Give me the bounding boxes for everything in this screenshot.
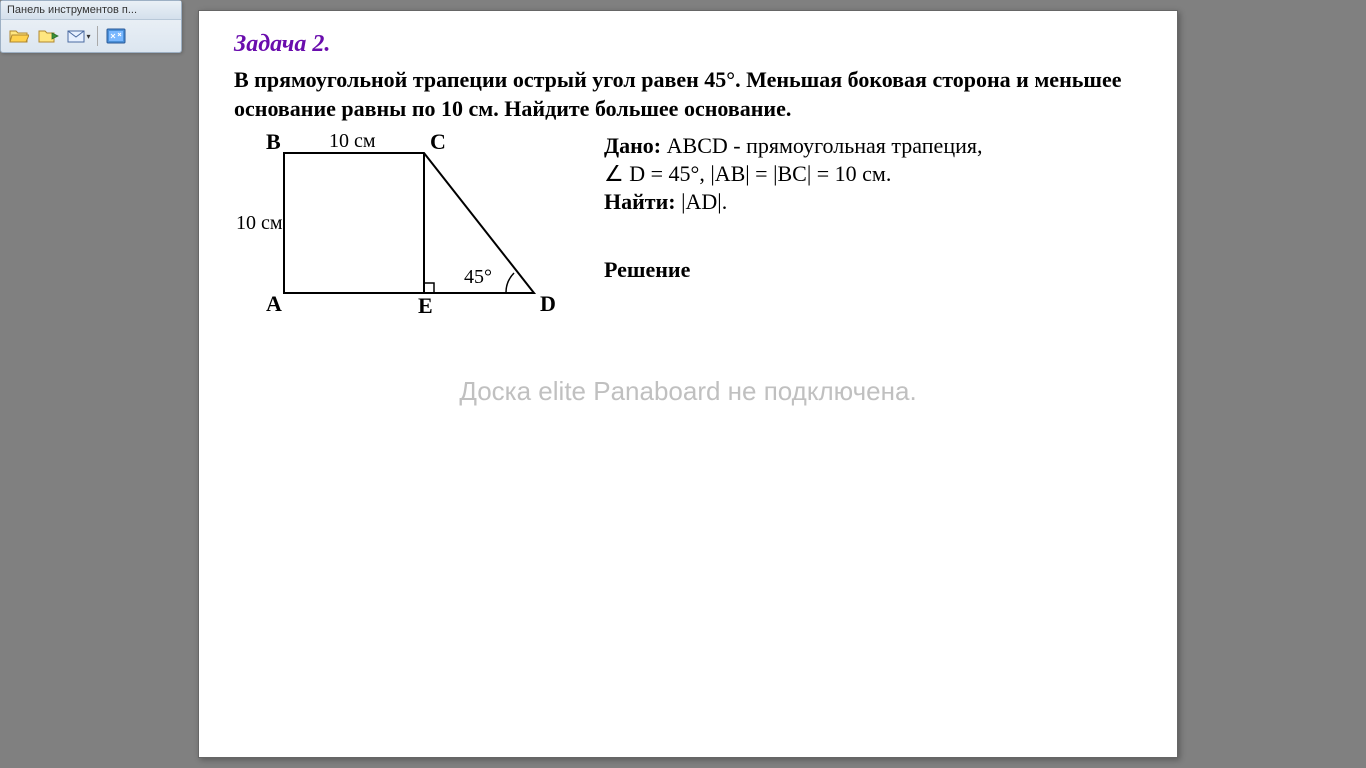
svg-text:C: C (430, 133, 446, 154)
trapezoid-diagram: A B C D E 10 см 10 см 45° (234, 133, 574, 333)
page-content: Задача 2. В прямоугольной трапеции остры… (199, 11, 1177, 757)
svg-text:A: A (266, 291, 282, 316)
problem-title: Задача 2. (234, 31, 1142, 58)
screen-button[interactable] (102, 24, 130, 48)
forward-folder-button[interactable] (35, 24, 63, 48)
given-line-2: ∠ D = 45°, |AB| = |BC| = 10 см. (604, 161, 1142, 187)
chevron-down-icon: ▾ (86, 32, 90, 41)
open-folder-button[interactable] (5, 24, 33, 48)
toolbar-buttons: ▾ (1, 20, 181, 52)
svg-text:E: E (418, 293, 433, 318)
given-find-column: Дано: ABCD - прямоугольная трапеция, ∠ D… (604, 133, 1142, 338)
find-label: Найти: (604, 189, 676, 214)
document-page: Задача 2. В прямоугольной трапеции остры… (198, 10, 1178, 758)
svg-text:10 см: 10 см (236, 212, 283, 234)
svg-text:10 см: 10 см (329, 133, 376, 152)
toolbar-panel: Панель инструментов п... ▾ (0, 0, 182, 53)
svg-text:D: D (540, 291, 556, 316)
svg-text:B: B (266, 133, 281, 154)
diagram-column: A B C D E 10 см 10 см 45° (234, 133, 574, 338)
solution-label: Решение (604, 257, 690, 283)
watermark-text: Доска elite Panaboard не подключена. (199, 376, 1177, 407)
find-value: |AD|. (676, 189, 728, 214)
problem-statement: В прямоугольной трапеции острый угол рав… (234, 66, 1142, 123)
mail-dropdown-button[interactable]: ▾ (65, 24, 93, 48)
find-line: Найти: |AD|. (604, 189, 1142, 215)
toolbar-title: Панель инструментов п... (1, 1, 181, 20)
given-text-1: ABCD - прямоугольная трапеция, (661, 133, 982, 158)
svg-text:45°: 45° (464, 266, 492, 288)
toolbar-separator (97, 26, 98, 46)
columns-layout: A B C D E 10 см 10 см 45° Дано: ABCD - прямоуго… (234, 133, 1142, 338)
given-line-1: Дано: ABCD - прямоугольная трапеция, (604, 133, 1142, 159)
given-label: Дано: (604, 133, 661, 158)
